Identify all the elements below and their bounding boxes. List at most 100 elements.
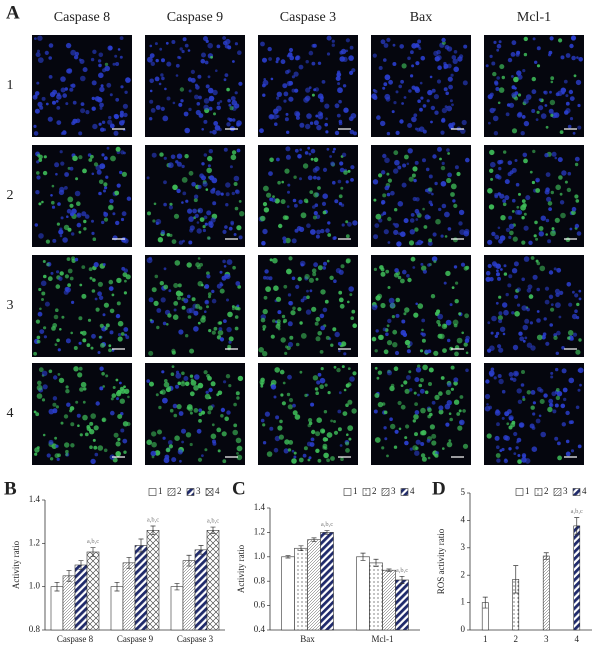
cell <box>382 153 387 159</box>
cell <box>262 228 268 235</box>
cell <box>404 440 409 446</box>
cell <box>569 117 574 121</box>
cell <box>83 227 87 231</box>
cell <box>197 382 204 389</box>
cell <box>345 38 350 43</box>
cell <box>260 317 266 323</box>
cell <box>308 421 313 426</box>
cell <box>502 202 507 207</box>
cell <box>187 208 193 214</box>
cell <box>104 326 108 330</box>
cell <box>119 36 124 40</box>
cell <box>75 177 79 181</box>
cell <box>229 106 234 111</box>
cell <box>536 287 540 292</box>
cell <box>97 291 102 297</box>
cell <box>294 228 299 233</box>
cell <box>383 229 389 235</box>
cell <box>172 101 176 105</box>
legend-swatch <box>400 488 409 496</box>
cell <box>222 229 227 234</box>
cell <box>224 225 228 229</box>
cell <box>197 207 204 214</box>
cell <box>88 267 93 272</box>
cell <box>434 394 440 400</box>
cell <box>41 398 46 402</box>
legend-label: 3 <box>196 486 201 496</box>
cell <box>436 319 441 325</box>
cell <box>407 277 412 283</box>
cell <box>38 202 42 206</box>
cell <box>52 396 58 401</box>
cell <box>33 131 39 136</box>
cell <box>453 323 458 328</box>
cell <box>311 429 316 435</box>
cell <box>98 122 102 126</box>
cell <box>340 48 347 55</box>
cell <box>549 90 552 94</box>
cell <box>522 397 526 401</box>
cell <box>287 341 294 348</box>
cell <box>112 235 118 241</box>
cell <box>338 297 344 303</box>
cell <box>558 175 563 180</box>
cell <box>571 55 576 61</box>
cell <box>277 310 282 315</box>
cell <box>43 155 47 159</box>
cell <box>158 82 162 86</box>
cell <box>496 48 500 52</box>
cell <box>291 238 297 244</box>
legend-label: 1 <box>353 486 358 496</box>
cell <box>186 262 192 268</box>
legend-label: 3 <box>391 486 396 496</box>
y-tick-label: 1.4 <box>254 502 266 512</box>
cell <box>559 192 563 196</box>
cell <box>418 383 423 388</box>
cell <box>560 403 566 409</box>
cell <box>84 432 89 437</box>
cell <box>148 297 154 303</box>
cell <box>420 332 424 336</box>
cell <box>415 211 421 216</box>
cell <box>61 315 65 319</box>
cell <box>319 350 324 354</box>
cell <box>83 219 87 224</box>
cell <box>382 327 387 332</box>
cell <box>213 112 216 116</box>
cell <box>233 175 240 182</box>
cell <box>291 276 296 281</box>
cell <box>334 331 340 338</box>
cell <box>149 53 155 58</box>
cell <box>150 450 157 457</box>
cell <box>495 174 500 179</box>
cell <box>151 287 157 293</box>
cell <box>339 303 345 309</box>
cell <box>570 337 574 341</box>
cell <box>99 163 106 170</box>
cell <box>508 102 515 108</box>
cell <box>496 269 499 273</box>
cell <box>324 299 329 304</box>
cell <box>236 454 243 461</box>
cell <box>381 446 385 450</box>
cell <box>319 98 324 103</box>
cell <box>410 256 416 262</box>
cell <box>226 87 230 92</box>
cell <box>376 115 381 120</box>
cell <box>181 49 185 54</box>
cell <box>299 122 305 128</box>
cell <box>260 384 264 388</box>
cell <box>41 370 48 377</box>
cell <box>277 425 283 431</box>
cell <box>379 265 384 270</box>
cell <box>201 128 204 131</box>
cell <box>92 123 98 130</box>
cell <box>308 456 312 460</box>
cell <box>297 154 302 159</box>
micrograph <box>484 363 584 465</box>
cell <box>81 330 87 336</box>
cell <box>578 297 582 301</box>
cell <box>386 172 390 176</box>
cell <box>161 58 165 63</box>
cell <box>381 200 386 205</box>
